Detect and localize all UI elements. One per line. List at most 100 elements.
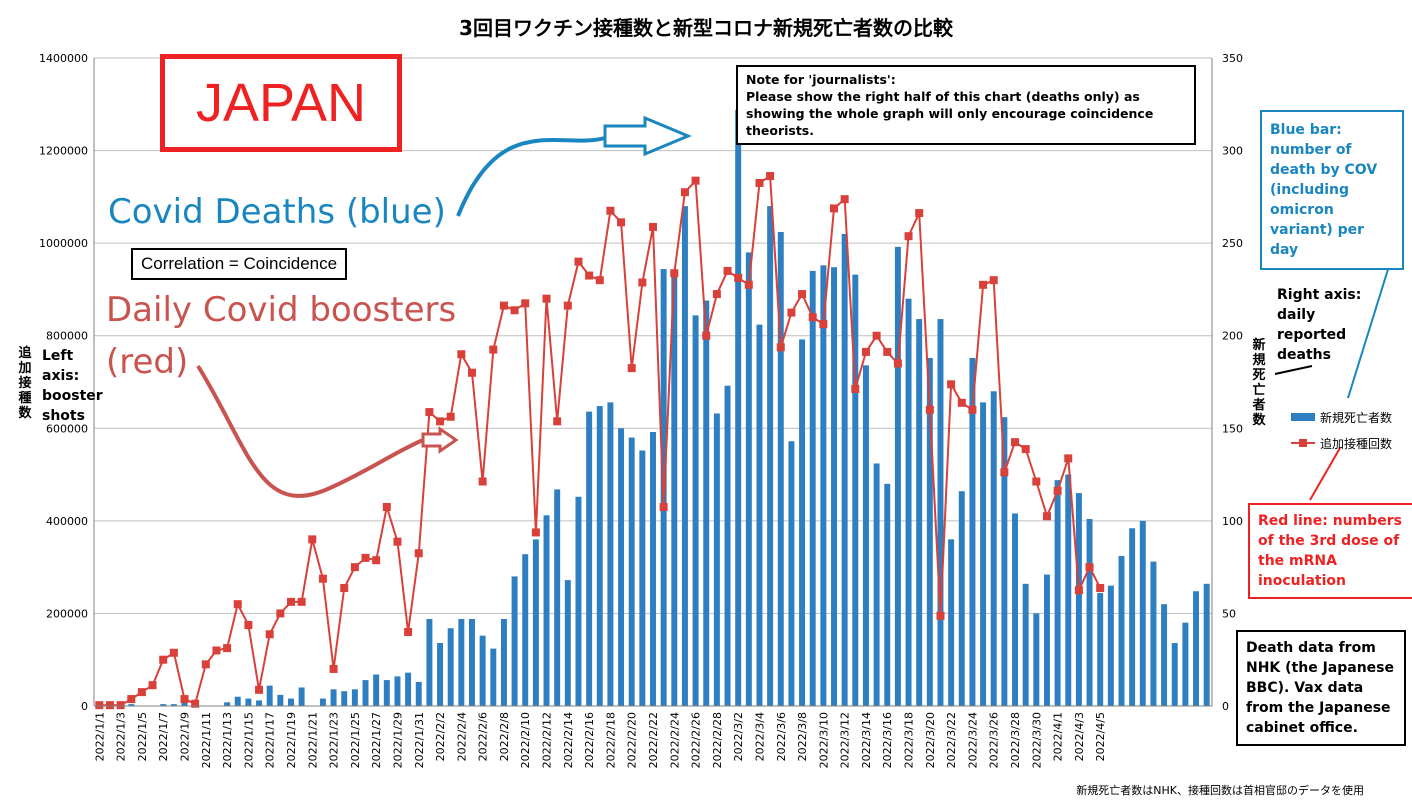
x-tick-label: 2022/1/17 — [264, 712, 277, 768]
x-tick-label: 2022/3/18 — [903, 712, 916, 768]
booster-point — [585, 271, 594, 280]
x-tick-label: 2022/3/22 — [945, 712, 958, 768]
death-bar — [1012, 513, 1019, 706]
death-bar — [373, 674, 380, 706]
booster-point — [1021, 445, 1030, 454]
booster-point — [808, 313, 817, 322]
x-tick-label: 2022/3/6 — [775, 712, 788, 761]
death-bar — [969, 357, 976, 706]
death-bar — [980, 402, 987, 706]
death-bar — [1182, 622, 1189, 706]
death-bar — [618, 428, 625, 706]
daily-boosters-label: Daily Covid boosters (red) — [106, 290, 457, 382]
booster-point — [755, 178, 764, 187]
x-tick-label: 2022/4/3 — [1073, 712, 1086, 761]
death-bar — [532, 539, 539, 706]
death-bar — [1139, 520, 1146, 706]
booster-point — [617, 218, 626, 227]
booster-point — [744, 280, 753, 289]
death-bar — [490, 648, 497, 706]
booster-point — [414, 549, 423, 558]
booster-point — [340, 583, 349, 592]
booster-point — [595, 276, 604, 285]
blue-curve-arrow — [456, 136, 606, 217]
death-bar — [862, 365, 869, 706]
blue-pointer-line — [1347, 249, 1395, 399]
red-pointer-line — [1309, 447, 1341, 501]
legend-label-boosters: 追加接種回数 — [1320, 436, 1393, 451]
death-bar — [522, 554, 529, 706]
death-bar — [852, 274, 859, 706]
death-bar — [767, 206, 774, 706]
axes: 0 0 200000 50 400000 100 600000 150 800000 200 100… — [39, 52, 1243, 768]
booster-point — [457, 350, 466, 359]
booster-point — [478, 477, 487, 486]
death-bar — [1033, 613, 1040, 706]
booster-point — [1053, 486, 1062, 495]
death-bar — [1107, 585, 1114, 706]
booster-point — [819, 320, 828, 329]
booster-point — [350, 563, 359, 572]
booster-point — [308, 535, 317, 544]
booster-point — [1032, 477, 1041, 486]
booster-point — [861, 347, 870, 356]
booster-point — [840, 195, 849, 204]
right-tick-label: 100 — [1222, 515, 1243, 528]
death-bar — [948, 539, 955, 706]
red-block-arrow-icon — [421, 426, 459, 454]
booster-point — [1096, 583, 1105, 592]
x-tick-label: 2022/1/27 — [370, 712, 383, 768]
death-bar — [277, 694, 284, 706]
booster-point — [691, 176, 700, 185]
legend-item-deaths: 新規死亡者数 — [1290, 404, 1392, 430]
booster-point — [159, 655, 168, 664]
x-tick-label: 2022/3/26 — [988, 712, 1001, 768]
death-bar — [575, 496, 582, 706]
x-tick-label: 2022/1/11 — [200, 712, 213, 768]
booster-point — [191, 699, 200, 708]
x-tick-label: 2022/1/21 — [306, 712, 319, 768]
booster-point — [883, 347, 892, 356]
death-bar — [809, 270, 816, 706]
death-bar — [1129, 528, 1136, 706]
x-tick-label: 2022/2/14 — [562, 712, 575, 768]
death-bar — [426, 618, 433, 706]
booster-point — [382, 502, 391, 511]
booster-point — [957, 398, 966, 407]
booster-point — [105, 701, 114, 710]
death-bar — [1118, 556, 1125, 706]
left-tick-label: 400000 — [46, 515, 88, 528]
booster-point — [180, 695, 189, 704]
death-bar — [479, 635, 486, 706]
x-tick-label: 2022/2/2 — [434, 712, 447, 761]
death-bar — [394, 676, 401, 706]
death-bar — [351, 689, 358, 706]
death-bar — [1171, 643, 1178, 706]
death-bar — [341, 691, 348, 706]
booster-point — [521, 299, 530, 308]
booster-point — [489, 345, 498, 354]
death-bar — [692, 315, 699, 706]
x-tick-label: 2022/4/1 — [1052, 712, 1065, 761]
left-axis-title: 追加接種数 — [18, 346, 32, 421]
right-tick-label: 300 — [1222, 145, 1243, 158]
booster-point — [127, 695, 136, 704]
x-tick-label: 2022/2/18 — [604, 712, 617, 768]
death-bar — [926, 357, 933, 706]
left-tick-label: 200000 — [46, 607, 88, 620]
x-tick-label: 2022/1/1 — [93, 712, 106, 761]
death-bar — [298, 687, 305, 706]
booster-point — [1085, 563, 1094, 572]
death-bar — [287, 698, 294, 706]
death-bar — [160, 704, 167, 706]
booster-point — [936, 611, 945, 620]
booster-point — [467, 368, 476, 377]
booster-point — [830, 204, 839, 213]
left-tick-label: 1400000 — [39, 52, 88, 65]
death-bar — [500, 618, 507, 706]
booster-point — [1011, 438, 1020, 447]
x-tick-label: 2022/1/19 — [285, 712, 298, 768]
booster-point — [361, 553, 370, 562]
booster-point — [276, 609, 285, 618]
